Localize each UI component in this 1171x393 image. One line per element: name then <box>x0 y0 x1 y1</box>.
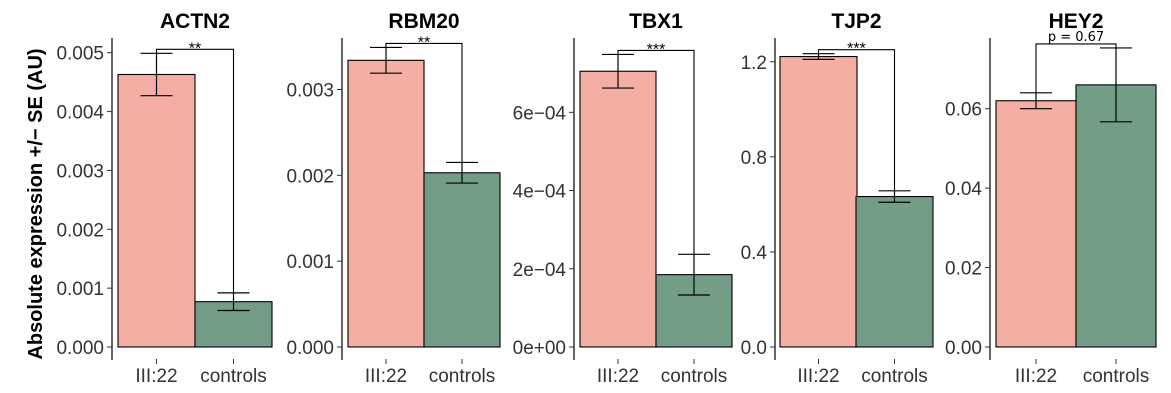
panel-title: ACTN2 <box>160 10 230 33</box>
bar <box>347 59 425 348</box>
significance-bracket <box>817 49 896 191</box>
significance-label: *** <box>647 41 666 58</box>
y-tick-label: 0.005 <box>56 44 104 65</box>
x-tick-label: controls <box>661 366 728 387</box>
panel-tjp2: TJP2 0.0 0.4 0.8 1.2 *** III:22 controls <box>741 10 934 387</box>
y-tick-label: 0.0 <box>741 338 767 359</box>
bar <box>423 172 501 348</box>
bar <box>995 100 1077 348</box>
bar <box>579 70 657 348</box>
y-tick-label: 2e−04 <box>513 260 567 281</box>
panel-title: TJP2 <box>831 10 881 33</box>
y-tick-label: 0.003 <box>286 81 334 102</box>
x-tick-label: controls <box>200 366 267 387</box>
y-tick-label: 4e−04 <box>513 182 567 203</box>
panel-rbm20: RBM20 0.000 0.001 0.002 0.003 ** III:22 control… <box>286 10 501 387</box>
significance-label: *** <box>847 41 866 58</box>
bar <box>117 73 196 348</box>
y-tick-label: 1.2 <box>741 53 767 74</box>
x-tick-label: controls <box>861 366 928 387</box>
panel-title: RBM20 <box>388 10 459 33</box>
significance-bracket <box>617 49 695 255</box>
bar <box>855 195 934 348</box>
y-tick-label: 0.000 <box>56 338 104 359</box>
panel-tbx1: TBX1 0e+00 2e−04 4e−04 6e−04 *** III:22 control… <box>513 10 733 387</box>
x-tick-label: controls <box>1083 366 1150 387</box>
bar <box>1075 84 1157 348</box>
y-tick-label: 0.001 <box>56 279 104 300</box>
y-tick-label: 0.000 <box>286 338 334 359</box>
x-tick-label: III:22 <box>597 366 639 387</box>
chart-panels: ACTN2 0.000 0.001 0.002 0.003 0.004 0.005 ** III… <box>56 10 1157 387</box>
y-tick-label: 0.001 <box>286 252 334 273</box>
panel-title: HEY2 <box>1049 10 1104 33</box>
x-tick-label: III:22 <box>797 366 839 387</box>
x-tick-label: III:22 <box>1015 366 1057 387</box>
y-tick-label: 0.003 <box>56 161 104 182</box>
x-tick-label: III:22 <box>135 366 177 387</box>
y-tick-label: 0.06 <box>945 100 982 121</box>
significance-label: ** <box>189 40 201 57</box>
y-tick-label: 0.02 <box>945 259 982 280</box>
y-tick-label: 0.8 <box>741 148 767 169</box>
y-tick-label: 0.04 <box>945 179 982 200</box>
significance-bracket <box>385 42 463 163</box>
panel-actn2: ACTN2 0.000 0.001 0.002 0.003 0.004 0.005 ** III… <box>56 10 273 387</box>
panel-title: TBX1 <box>629 10 683 33</box>
y-tick-label: 0.00 <box>945 338 982 359</box>
y-tick-label: 0.002 <box>56 220 104 241</box>
x-tick-label: III:22 <box>365 366 407 387</box>
panel-hey2: HEY2 0.00 0.02 0.04 0.06 p = 0.67 III:22 contro… <box>945 10 1157 387</box>
y-tick-label: 0.4 <box>741 243 768 264</box>
significance-label: ** <box>418 34 430 51</box>
y-tick-label: 0.004 <box>56 103 104 124</box>
y-tick-label: 6e−04 <box>513 103 567 124</box>
y-axis-label: Absolute expression +/− SE (AU) <box>25 48 47 359</box>
y-tick-label: 0.002 <box>286 166 334 187</box>
significance-bracket <box>155 48 235 293</box>
x-tick-label: controls <box>429 366 496 387</box>
bar <box>779 55 858 348</box>
y-tick-label: 0e+00 <box>513 338 566 359</box>
significance-label: p = 0.67 <box>1048 30 1104 45</box>
significance-bracket <box>1035 43 1117 93</box>
